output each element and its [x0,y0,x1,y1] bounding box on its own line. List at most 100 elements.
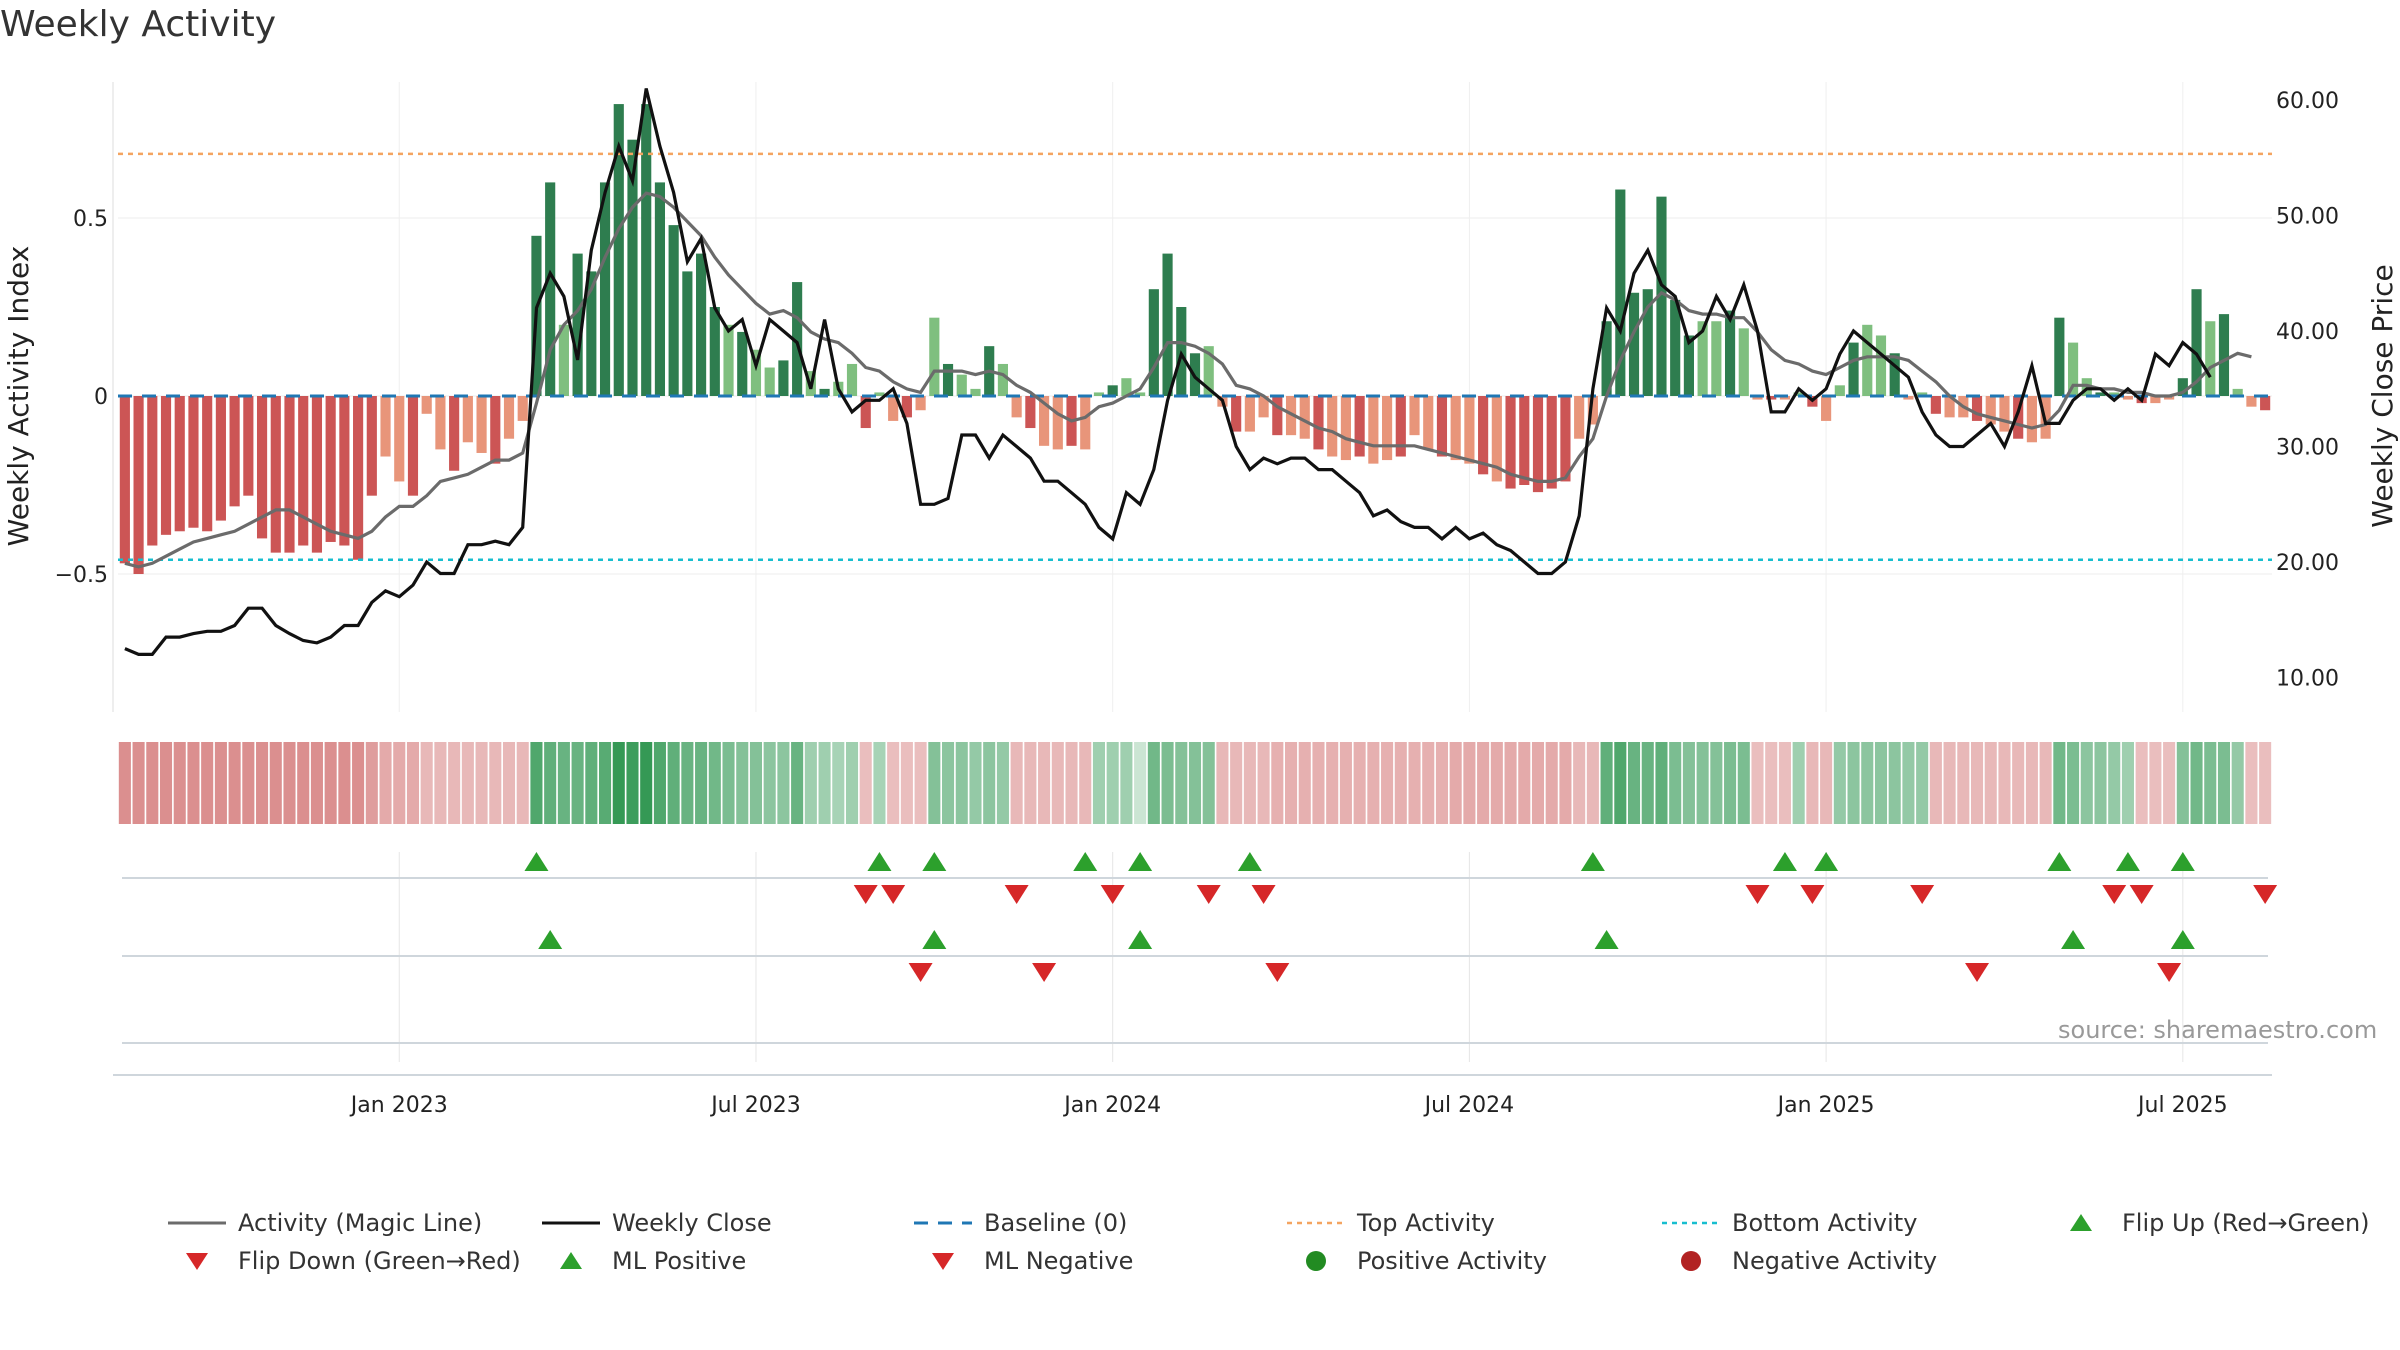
heat-cell [996,742,1009,824]
page-title: Weekly Activity [0,4,277,45]
heat-cell [530,742,543,824]
legend-label: Weekly Close [612,1209,772,1237]
heat-cell [983,742,996,824]
activity-bar [1148,289,1159,396]
activity-bar [1683,335,1694,396]
activity-bar [1052,396,1063,450]
activity-bar [243,396,254,496]
heat-cell [1669,742,1682,824]
activity-bar [1628,292,1640,396]
heat-cell [1943,742,1956,824]
flip-up-marker [867,852,892,871]
activity-bar [1107,385,1118,396]
activity-bar [2095,392,2106,396]
heat-cell [653,742,666,824]
heat-cell [1353,742,1366,824]
activity-bar [256,396,268,539]
heat-cell [763,742,776,824]
activity-bar [792,282,803,396]
activity-bar [970,388,981,396]
heat-cell [1175,742,1188,824]
activity-bar [449,396,460,471]
activity-bar [1409,396,1420,436]
right-y-tick: 30.00 [2276,436,2339,461]
heat-cell [1970,742,1984,824]
activity-bar [1917,392,1928,396]
heat-cell [2067,742,2080,824]
activity-bar [1478,396,1489,475]
heat-cell [516,742,529,824]
activity-bar [1821,396,1832,421]
activity-bar [1546,396,1557,489]
heat-cell [1106,742,1119,824]
heat-cell [2190,742,2203,824]
activity-bar [1697,321,1708,396]
activity-bar [1670,299,1681,396]
activity-bar [380,396,391,457]
activity-bar [421,396,432,414]
activity-bar [1011,396,1022,418]
heat-cell [1339,742,1352,824]
activity-bar [572,253,583,396]
heat-cell [1312,742,1325,824]
activity-bar [1656,196,1667,396]
activity-bar [133,396,144,574]
bars-layer [119,104,2271,574]
activity-bar [1039,396,1050,446]
heat-cell [1188,742,1202,824]
activity-bar [915,396,926,411]
heat-cell [1627,742,1641,824]
heat-cell [1092,742,1105,824]
legend-item: Bottom Activity [1660,1209,1917,1237]
heat-cell [1161,742,1174,824]
activity-bar [641,104,652,396]
heat-cell [1134,742,1147,824]
activity-bar [1340,396,1351,461]
activity-bar [2122,396,2134,400]
activity-bar [1793,392,1804,396]
legend-item: Negative Activity [1660,1247,1937,1275]
heat-cell [1257,742,1270,824]
heat-cell [1065,742,1078,824]
ml-negative-marker [1265,963,1290,982]
heat-cell [777,742,790,824]
ml-negative-marker [908,963,933,982]
activity-bar [558,324,569,396]
ml-positive-marker [1594,930,1619,949]
activity-bar [476,396,487,453]
activity-bar [1738,328,1749,396]
heat-cell [1820,742,1833,824]
flip-down-marker [853,885,878,904]
activity-bar [1587,396,1598,425]
activity-bar [2260,396,2271,411]
heat-cell [1435,742,1448,824]
heat-cell [1326,742,1339,824]
flip-down-marker [1745,885,1770,904]
heat-cell [1874,742,1888,824]
ml-negative-marker [2157,963,2182,982]
legend-label: ML Negative [984,1247,1134,1275]
dot-orange-icon [1285,1209,1347,1237]
heat-cell [1861,742,1874,824]
activity-bar [1354,396,1365,457]
heat-cell [1518,742,1531,824]
heat-cell [256,742,269,824]
heat-cell [242,742,255,824]
activity-bar [1135,392,1146,396]
heat-cell [1381,742,1394,824]
line-gray-icon [166,1209,228,1237]
legend-label: Flip Up (Red→Green) [2122,1209,2370,1237]
heat-cell [502,742,516,824]
tri-up-green-icon [2050,1209,2112,1237]
flip-up-marker [2170,852,2195,871]
heat-cell [475,742,488,824]
heat-cell [695,742,708,824]
heat-cell [297,742,310,824]
activity-bar [2232,388,2243,396]
heat-cell [2163,742,2176,824]
heat-cell [406,742,420,824]
flip-up-marker [1073,852,1098,871]
heat-cell [928,742,941,824]
activity-bar [1519,396,1530,485]
heat-cell [914,742,927,824]
